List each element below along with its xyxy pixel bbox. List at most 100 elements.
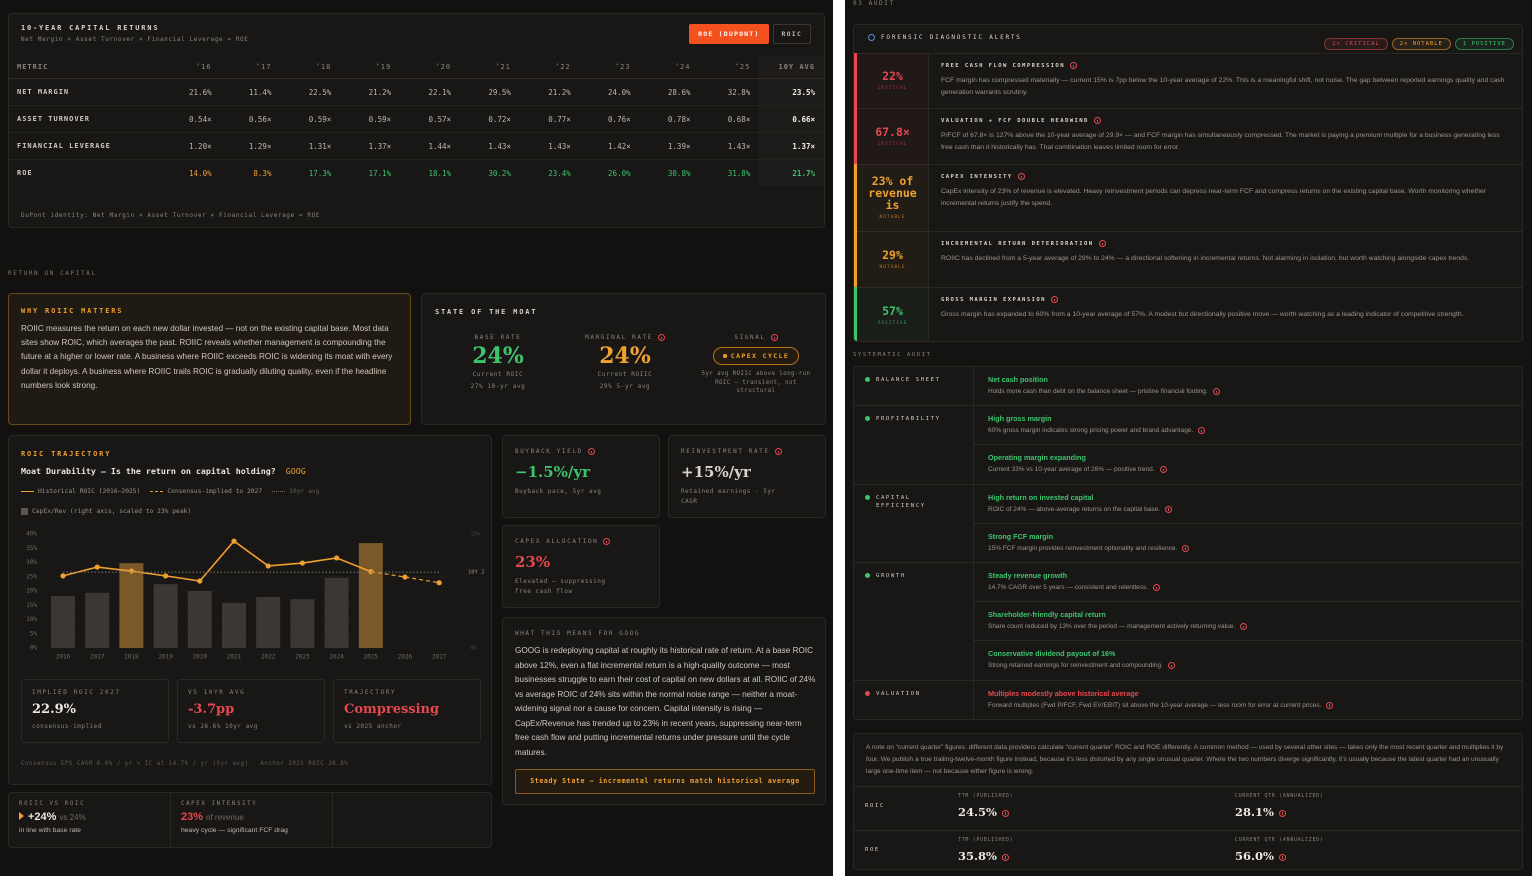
tabs: ROE (DUPONT) ROIC xyxy=(689,24,811,44)
paragraph: GOOG is redeploying capital at roughly i… xyxy=(515,646,816,757)
audit-group: GROWTH xyxy=(854,563,974,681)
alert-text: P/FCF of 67.8× is 127% above the 10-year… xyxy=(941,132,1500,151)
compare-value: 35.8% xyxy=(958,849,1009,863)
column-header: ’23 xyxy=(579,56,640,79)
line-point xyxy=(60,573,66,579)
badge: 2× NOTABLE xyxy=(1391,38,1451,50)
row-label: FINANCIAL LEVERAGE xyxy=(9,132,161,160)
compare-number: 56.0% xyxy=(1235,849,1274,863)
chart: 0% 5% 10% 15% 20% 25% 30% 35% 40% 0% 25% 2016 2017 20… xyxy=(26,531,484,661)
bar xyxy=(119,563,144,648)
signal-label: SIGNAL xyxy=(692,334,820,341)
legend-item: Consensus-implied to 2027 xyxy=(150,488,262,495)
table-cell: 14.0% xyxy=(160,159,221,186)
search-icon xyxy=(868,34,875,41)
table-row: NET MARGIN 21.6% 11.4% 22.5% 21.2% 22.1% 29.5%… xyxy=(9,78,824,106)
group-name: VALUATION xyxy=(876,690,921,697)
metric-value: 23% xyxy=(515,553,551,571)
table-cell: 21.6% xyxy=(160,78,221,106)
x-tick-label: 2018 xyxy=(124,654,139,661)
alert-badge: CRITICAL xyxy=(877,86,908,91)
section-label: 03 AUDIT xyxy=(853,0,895,7)
column-header: ’21 xyxy=(460,56,520,79)
legend-item: 10yr avg xyxy=(272,488,319,495)
compare-number: 35.8% xyxy=(958,849,997,863)
x-tick-label: 2027 xyxy=(432,654,447,661)
bar xyxy=(153,584,178,648)
alert-title: INCREMENTAL RETURN DETERIORATION xyxy=(941,240,1106,247)
y-tick-label: 15% xyxy=(26,602,37,609)
audit-group: BALANCE SHEET xyxy=(854,367,974,407)
forensic-card: FORENSIC DIAGNOSTIC ALERTS 2× CRITICAL 2× … xyxy=(853,24,1523,342)
metric-label: BUYBACK YIELD xyxy=(515,448,595,455)
table-cell: 1.42× xyxy=(579,132,640,160)
table-row: FINANCIAL LEVERAGE 1.20× 1.29× 1.31× 1.37× 1.… xyxy=(9,132,824,160)
card-subtitle: Net Margin × Asset Turnover × Financial … xyxy=(21,36,249,43)
tab-button[interactable]: ROE (DUPONT) xyxy=(689,24,769,44)
roiic-column: ROIIC VS ROIC +24% vs 24% in line with base… xyxy=(9,793,171,847)
audit-item: High return on invested capital ROIC of 2… xyxy=(974,485,1522,524)
chart-title: Moat Durability — Is the return on capit… xyxy=(21,466,306,476)
metric-value: −1.5%/yr xyxy=(515,463,591,481)
table-cell: 0.59× xyxy=(340,105,401,133)
alert-value: 22% xyxy=(882,69,903,83)
bar xyxy=(324,577,349,648)
section-label: SYSTEMATIC AUDIT xyxy=(853,352,932,358)
compare-number: 28.1% xyxy=(1235,805,1274,819)
metric-box: IMPLIED ROIC 2027 22.9% consensus-implied xyxy=(21,679,169,743)
compare-value: 24.5% xyxy=(958,805,1009,819)
table-cell: 0.56× xyxy=(220,105,281,133)
dupont-card: 10-YEAR CAPITAL RETURNS Net Margin × Asse… xyxy=(8,13,825,228)
line-series xyxy=(370,571,440,584)
status-dot xyxy=(865,494,870,500)
table-cell: 22.1% xyxy=(400,78,461,106)
column-header: 10Y AVG xyxy=(759,56,824,79)
alert-row: 22% CRITICAL FREE CASH FLOW COMPRESSION FCF… xyxy=(854,53,1522,109)
legend-swatch xyxy=(150,491,164,492)
table-cell: 24.0% xyxy=(579,78,640,106)
info-icon xyxy=(1001,853,1009,861)
arrow-icon xyxy=(19,812,24,820)
metric-sub: Elevated — suppressing free cash flow xyxy=(515,578,606,595)
pill-text: CAPEX CYCLE xyxy=(730,352,790,360)
x-tick-label: 2022 xyxy=(261,654,276,661)
tab-button[interactable]: ROIC xyxy=(772,24,811,44)
column-header: ’18 xyxy=(280,56,341,79)
table-row: ROE 14.0% 8.3% 17.3% 17.1% 18.1% 30.2% 23.4% 26.… xyxy=(9,159,824,186)
y2-tick-label: 0% xyxy=(471,646,477,652)
info-icon xyxy=(774,448,782,455)
y-tick-label: 30% xyxy=(26,559,37,566)
item-text-body: 60% gross margin indicates strong pricin… xyxy=(988,427,1194,435)
row-label: ROE xyxy=(865,847,880,853)
pill-dot xyxy=(722,354,727,358)
moat-note: 27% 10-yr avg xyxy=(470,383,526,390)
table-cell: 0.68× xyxy=(699,105,760,133)
y-tick-label: 5% xyxy=(30,630,38,637)
alert-badge: NOTABLE xyxy=(879,215,906,220)
metric-value: +15%/yr xyxy=(681,463,751,481)
info-icon xyxy=(1278,853,1286,861)
alert-title-text: GROSS MARGIN EXPANSION xyxy=(941,297,1046,303)
data-table: METRIC ’16’17’18’19’20’21’22’23’24’25 10Y … xyxy=(9,56,824,186)
table-cell: 1.29× xyxy=(220,132,281,160)
status-dot xyxy=(865,377,870,382)
roiic-number: +24% xyxy=(28,811,57,823)
compare-value: 28.1% xyxy=(1235,805,1286,819)
table-cell: 30.8% xyxy=(639,159,700,186)
item-text-body: Share count reduced by 13% over the peri… xyxy=(988,623,1236,631)
audit-item: Net cash position Holds more cash than de… xyxy=(974,367,1522,407)
moat-label-text: MARGINAL RATE xyxy=(585,334,653,341)
table-cell: 1.43× xyxy=(699,132,760,160)
info-icon xyxy=(1093,117,1101,124)
info-icon xyxy=(1098,240,1106,247)
audit-group: CAPITAL EFFICIENCY xyxy=(854,484,974,563)
x-tick-label: 2016 xyxy=(56,654,71,661)
table-cell: 22.5% xyxy=(280,78,341,106)
moat-value: 24% xyxy=(472,343,524,369)
legend-text: 10yr avg xyxy=(289,488,320,495)
chart-footnote: Consensus EPS CAGR 6.0% / yr × IC at 14.… xyxy=(21,761,349,767)
metric-card: REINVESTMENT RATE +15%/yr Retained earning… xyxy=(668,435,826,518)
table-cell: 26.0% xyxy=(579,159,640,186)
badge: 2× CRITICAL xyxy=(1324,38,1388,50)
alert-text: Gross margin has expanded to 60% from a … xyxy=(941,311,1464,318)
